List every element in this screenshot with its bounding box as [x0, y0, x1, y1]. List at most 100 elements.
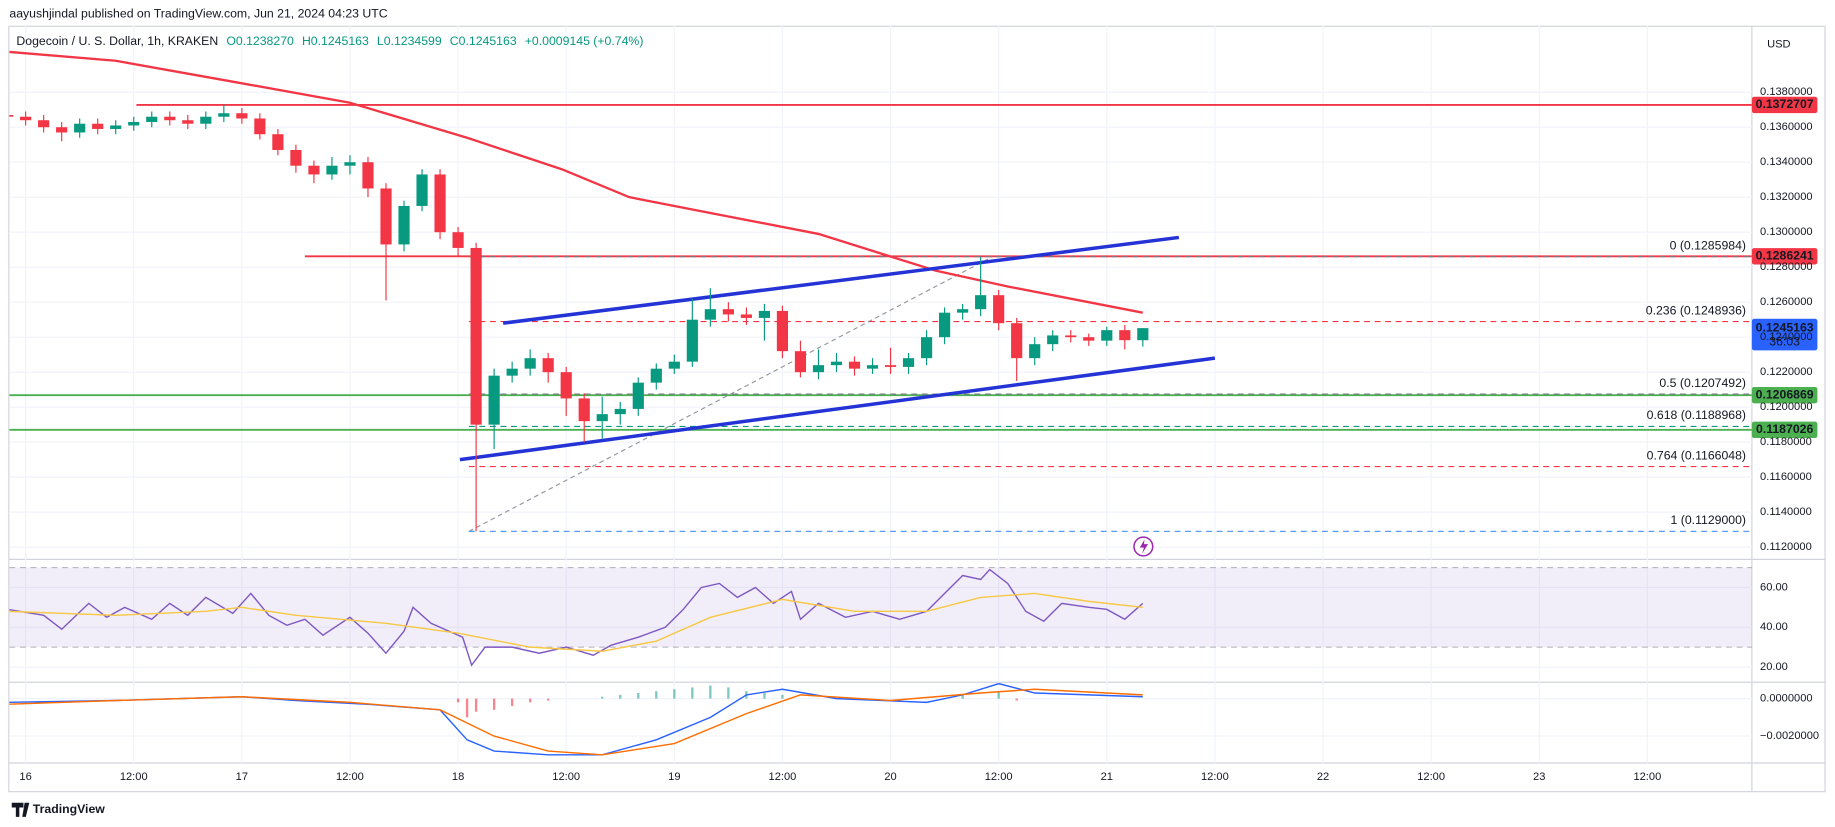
ohlc-close: C0.1245163: [450, 34, 517, 48]
candle-body: [722, 309, 734, 315]
price-label-box: [1751, 248, 1818, 265]
histogram-bar: [781, 694, 784, 699]
candle-body: [146, 116, 158, 122]
candle-body: [452, 232, 464, 248]
candle-body: [866, 365, 879, 369]
candle-body: [308, 165, 320, 175]
candle-body: [686, 319, 698, 362]
countdown: 36:03: [1769, 334, 1800, 348]
trendline: [502, 235, 1180, 325]
candle-body: [506, 368, 518, 376]
candle-body: [560, 372, 572, 399]
histogram-bar: [492, 698, 496, 710]
x-tick-label: 12:00: [552, 771, 580, 783]
histogram-bar: [510, 698, 514, 707]
candle-body: [1119, 330, 1131, 341]
x-tick-label: 12:00: [985, 771, 1013, 783]
y-tick-label: 20.00: [1760, 661, 1788, 673]
histogram-bar: [727, 687, 730, 699]
brand-logo: [11, 802, 30, 817]
candle-body: [182, 120, 194, 124]
candle-body: [758, 310, 770, 318]
symbol-line: Dogecoin / U. S. Dollar, 1h, KRAKEN O0.1…: [16, 34, 643, 48]
histogram-bar: [528, 698, 532, 703]
candle-body: [921, 337, 933, 359]
candle-body: [470, 247, 482, 425]
candle-body: [434, 174, 446, 233]
histogram-bar: [474, 698, 478, 712]
ohlc-low: L0.1234599: [377, 34, 442, 48]
x-tick-label: 16: [19, 771, 31, 783]
candle-body: [9, 114, 14, 117]
candle-body: [218, 113, 230, 117]
candle-body: [830, 361, 843, 366]
ohlc-change: +0.0009145 (+0.74%): [525, 34, 644, 48]
fib-label: 0.5 (0.1207492): [1659, 376, 1746, 390]
x-tick-label: 22: [1317, 771, 1329, 783]
x-tick-label: 19: [668, 771, 680, 783]
series-line: [9, 568, 1144, 667]
y-tick-label: 0.1360000: [1760, 121, 1813, 133]
candle-body: [110, 125, 122, 129]
y-tick-label: 0.1240000: [1760, 331, 1813, 343]
candle-body: [704, 309, 716, 320]
candle-body: [416, 174, 428, 206]
candle-body: [362, 162, 374, 189]
candle-body: [380, 188, 392, 245]
histogram-bar: [456, 698, 460, 703]
y-tick-label: 0.1340000: [1760, 156, 1813, 168]
y-tick-label: 40.00: [1760, 621, 1788, 633]
candle-body: [74, 123, 86, 133]
y-tick-label: 0.1200000: [1760, 401, 1813, 413]
symbol-title: Dogecoin / U. S. Dollar, 1h, KRAKEN: [16, 34, 218, 48]
price-label: 0.1372707: [1756, 97, 1814, 111]
moving-average: [9, 50, 1143, 314]
candle-body: [200, 116, 212, 124]
histogram-bar: [709, 685, 712, 699]
candle-body: [542, 358, 554, 373]
candle-body: [614, 408, 626, 415]
y-tick-label: 60.00: [1760, 581, 1788, 593]
candle-body: [740, 314, 752, 318]
candle-body: [848, 361, 861, 369]
candle-body: [1029, 344, 1041, 359]
ohlc-high: H0.1245163: [302, 34, 369, 48]
candle-body: [1137, 328, 1149, 341]
currency: USD: [1767, 38, 1790, 50]
fib-label: 0.618 (0.1188968): [1647, 408, 1746, 422]
candle-body: [975, 295, 987, 310]
x-tick-label: 12:00: [120, 771, 148, 783]
candle-body: [1047, 335, 1059, 345]
x-tick-label: 12:00: [1417, 771, 1445, 783]
x-tick-label: 18: [452, 771, 464, 783]
event-icon-bolt: [1139, 539, 1149, 554]
x-tick-label: 12:00: [1633, 771, 1661, 783]
candle-body: [344, 162, 356, 166]
y-tick-label: 0.1380000: [1760, 86, 1813, 98]
trendline: [459, 356, 1216, 462]
fib-label: 1 (0.1129000): [1671, 513, 1746, 527]
y-tick-label: 0.1220000: [1760, 366, 1813, 378]
brand: TradingView: [33, 802, 105, 816]
histogram-bar: [691, 687, 694, 699]
y-tick-label: 0.1280000: [1760, 261, 1813, 273]
fib-diagonal: [468, 256, 993, 532]
candle-body: [164, 116, 176, 121]
candle-body: [56, 127, 68, 133]
x-tick-label: 20: [884, 771, 896, 783]
histogram-bar: [465, 698, 469, 718]
candle-body: [939, 312, 951, 338]
y-tick-label: 0.1180000: [1760, 436, 1812, 448]
fib-label: 0.236 (0.1248936): [1646, 303, 1746, 317]
candle-body: [236, 113, 248, 119]
x-tick-label: 23: [1533, 771, 1545, 783]
candle-body: [957, 309, 969, 313]
histogram-bar: [997, 691, 1000, 699]
frame: [8, 25, 1826, 793]
y-tick-label: 0.1160000: [1760, 471, 1812, 483]
candle-body: [668, 361, 680, 369]
histogram-bar: [619, 694, 622, 699]
overlay: 0 (0.1285984) 0.236 (0.1248936) 0.5 (0.120…: [1646, 96, 1818, 527]
histogram-bar: [601, 696, 604, 699]
